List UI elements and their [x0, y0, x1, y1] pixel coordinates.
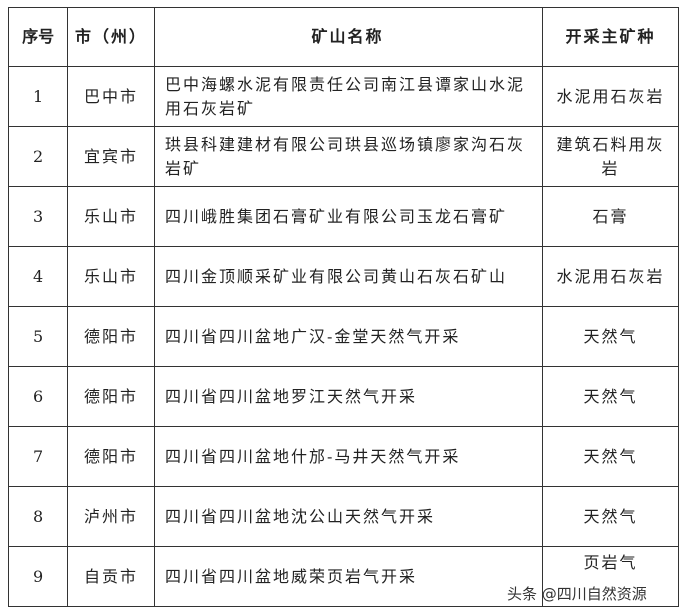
cell-mine: 四川省四川盆地什邡-马井天然气开采 [153, 426, 544, 487]
cell-mineral: 水泥用石灰岩 [542, 66, 679, 127]
cell-mineral: 建筑石料用灰岩 [542, 126, 679, 187]
cell-mine: 四川省四川盆地罗江天然气开采 [153, 366, 544, 427]
watermark: 头条 @四川自然资源 [507, 585, 647, 603]
cell-city: 乐山市 [67, 246, 155, 307]
mine-table: 序号 市（州） 矿山名称 开采主矿种 1 巴中市 巴中海螺水泥有限责任公司南江县谭家… [7, 7, 679, 607]
cell-mineral: 天然气 [542, 426, 679, 487]
table-row: 2 宜宾市 珙县科建建材有限公司珙县巡场镇廖家沟石灰岩矿 建筑石料用灰岩 [7, 126, 679, 187]
cell-city: 巴中市 [67, 66, 155, 127]
table-row: 1 巴中市 巴中海螺水泥有限责任公司南江县谭家山水泥用石灰岩矿 水泥用石灰岩 [7, 66, 679, 127]
cell-city: 泸州市 [67, 486, 155, 547]
cell-mineral: 石膏 [542, 186, 679, 247]
header-city: 市（州） [67, 7, 155, 67]
table-row: 5 德阳市 四川省四川盆地广汉-金堂天然气开采 天然气 [7, 306, 679, 367]
cell-city: 自贡市 [67, 546, 155, 607]
cell-city: 德阳市 [67, 366, 155, 427]
cell-city: 乐山市 [67, 186, 155, 247]
cell-no: 8 [7, 486, 69, 547]
cell-mine: 珙县科建建材有限公司珙县巡场镇廖家沟石灰岩矿 [153, 126, 544, 187]
cell-city: 宜宾市 [67, 126, 155, 187]
cell-mine: 四川金顶顺采矿业有限公司黄山石灰石矿山 [153, 246, 544, 307]
cell-no: 9 [7, 546, 69, 607]
cell-city: 德阳市 [67, 426, 155, 487]
cell-no: 7 [7, 426, 69, 487]
cell-mineral: 页岩气 [542, 546, 679, 607]
cell-city: 德阳市 [67, 306, 155, 367]
cell-mineral: 天然气 [542, 486, 679, 547]
cell-no: 6 [7, 366, 69, 427]
table-row: 3 乐山市 四川峨胜集团石膏矿业有限公司玉龙石膏矿 石膏 [7, 186, 679, 247]
cell-mineral: 天然气 [542, 366, 679, 427]
cell-mine: 巴中海螺水泥有限责任公司南江县谭家山水泥用石灰岩矿 [153, 66, 544, 127]
table-row: 4 乐山市 四川金顶顺采矿业有限公司黄山石灰石矿山 水泥用石灰岩 [7, 246, 679, 307]
cell-mineral: 水泥用石灰岩 [542, 246, 679, 307]
cell-no: 3 [7, 186, 69, 247]
header-no: 序号 [7, 7, 69, 67]
table-row: 7 德阳市 四川省四川盆地什邡-马井天然气开采 天然气 [7, 426, 679, 487]
cell-mine: 四川省四川盆地沈公山天然气开采 [153, 486, 544, 547]
header-mineral: 开采主矿种 [542, 7, 679, 67]
cell-no: 2 [7, 126, 69, 187]
cell-mine: 四川省四川盆地广汉-金堂天然气开采 [153, 306, 544, 367]
cell-no: 1 [7, 66, 69, 127]
table-row: 8 泸州市 四川省四川盆地沈公山天然气开采 天然气 [7, 486, 679, 547]
table-row: 9 自贡市 四川省四川盆地威荣页岩气开采 页岩气 [7, 546, 679, 607]
cell-mineral: 天然气 [542, 306, 679, 367]
cell-no: 4 [7, 246, 69, 307]
table-row: 6 德阳市 四川省四川盆地罗江天然气开采 天然气 [7, 366, 679, 427]
header-row: 序号 市（州） 矿山名称 开采主矿种 [7, 7, 679, 67]
cell-no: 5 [7, 306, 69, 367]
cell-mine: 四川省四川盆地威荣页岩气开采 [153, 546, 544, 607]
header-mine: 矿山名称 [153, 7, 544, 67]
cell-mine: 四川峨胜集团石膏矿业有限公司玉龙石膏矿 [153, 186, 544, 247]
